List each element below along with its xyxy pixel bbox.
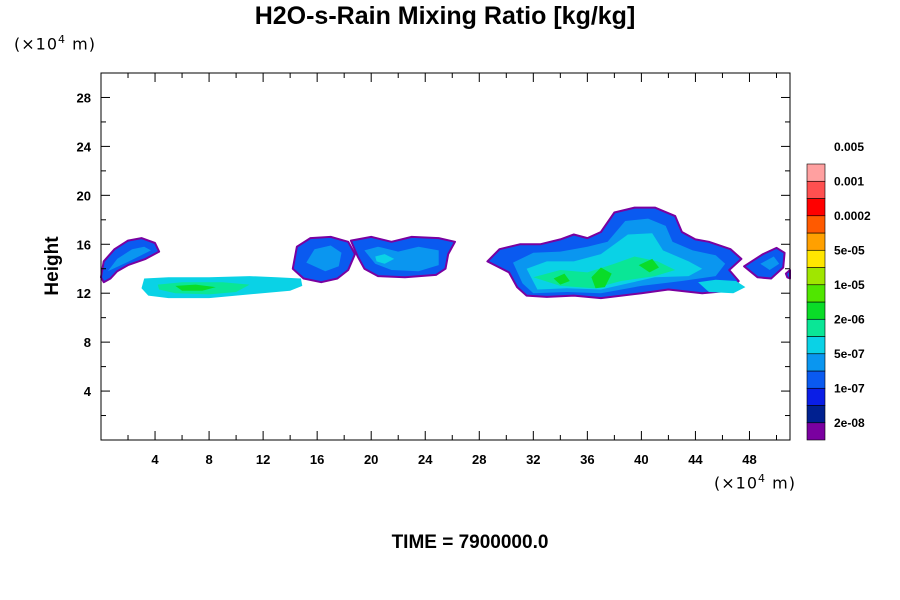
x-tick-label: 32 <box>526 452 540 467</box>
y-tick-label: 16 <box>77 237 91 252</box>
colorbar-swatch <box>806 198 826 217</box>
x-tick-label: 28 <box>472 452 486 467</box>
y-tick-label: 20 <box>77 188 91 203</box>
region-cloud-d-inner <box>364 246 439 272</box>
plot-frame <box>100 72 791 441</box>
colorbar-swatch <box>806 249 826 268</box>
region-cloud-e-hot1 <box>591 267 612 289</box>
colorbar: 2e-08 1e-07 5e-07 2e-06 1e-05 5e-05 0.0002 0.00… <box>806 140 871 441</box>
colorbar-swatch <box>806 232 826 251</box>
colorbar-label: 0.005 <box>834 140 864 154</box>
colorbar-label: 2e-06 <box>834 312 865 326</box>
x-tick-label: 40 <box>634 452 648 467</box>
colorbar-swatch <box>806 318 826 337</box>
colorbar-swatch <box>806 215 826 234</box>
colorbar-label: 5e-05 <box>834 243 865 257</box>
y-tick-label: 24 <box>77 139 92 154</box>
y-tick-label: 4 <box>84 384 92 399</box>
x-axis: 4 8 12 16 20 24 28 32 36 40 44 48 <box>127 73 777 467</box>
region-cloud-h <box>784 269 791 280</box>
colorbar-swatch <box>806 353 826 372</box>
region-cloud-g-inner <box>760 256 780 270</box>
chart-title: H2O-s-Rain Mixing Ratio [kg/kg] <box>254 2 636 30</box>
x-tick-label: 48 <box>742 452 756 467</box>
x-unit-label: (×104 m) <box>714 472 796 493</box>
colorbar-swatch <box>806 405 826 424</box>
colorbar-label: 5e-07 <box>834 347 865 361</box>
region-cloud-c-inner <box>306 245 342 272</box>
x-tick-label: 36 <box>580 452 594 467</box>
colorbar-swatch <box>806 387 826 406</box>
y-tick-label: 28 <box>77 90 91 105</box>
colorbar-label: 0.001 <box>834 174 864 188</box>
x-tick-label: 16 <box>310 452 324 467</box>
colorbar-swatch <box>806 301 826 320</box>
region-cloud-d-core <box>375 254 395 264</box>
region-cloud-e-hot2 <box>638 258 659 273</box>
y-unit-label: (×104 m) <box>14 33 96 54</box>
colorbar-label: 1e-05 <box>834 278 865 292</box>
colorbar-swatch <box>806 422 826 441</box>
time-label: TIME = 7900000.0 <box>391 532 549 553</box>
region-cloud-b-core <box>175 284 216 291</box>
colorbar-swatch <box>806 180 826 199</box>
colorbar-label: 1e-07 <box>834 381 865 395</box>
x-tick-label: 8 <box>205 452 212 467</box>
region-cloud-e-hot3 <box>553 273 570 285</box>
colorbar-label: 2e-08 <box>834 416 865 430</box>
y-axis: 4 8 12 16 20 24 28 <box>77 90 790 417</box>
x-tick-label: 44 <box>688 452 703 467</box>
colorbar-swatch <box>806 370 826 389</box>
colorbar-swatch <box>806 163 826 182</box>
x-tick-label: 20 <box>364 452 378 467</box>
y-tick-label: 8 <box>84 335 91 350</box>
x-tick-label: 24 <box>418 452 433 467</box>
region-cloud-f <box>698 279 746 294</box>
region-cloud-a-inner <box>107 246 151 272</box>
data-regions <box>100 206 791 300</box>
x-tick-label: 4 <box>151 452 159 467</box>
x-tick-label: 12 <box>256 452 270 467</box>
y-tick-label: 12 <box>77 286 91 301</box>
colorbar-swatch <box>806 284 826 303</box>
colorbar-label: 0.0002 <box>834 209 871 223</box>
colorbar-swatch <box>806 336 826 355</box>
colorbar-swatch <box>806 267 826 286</box>
